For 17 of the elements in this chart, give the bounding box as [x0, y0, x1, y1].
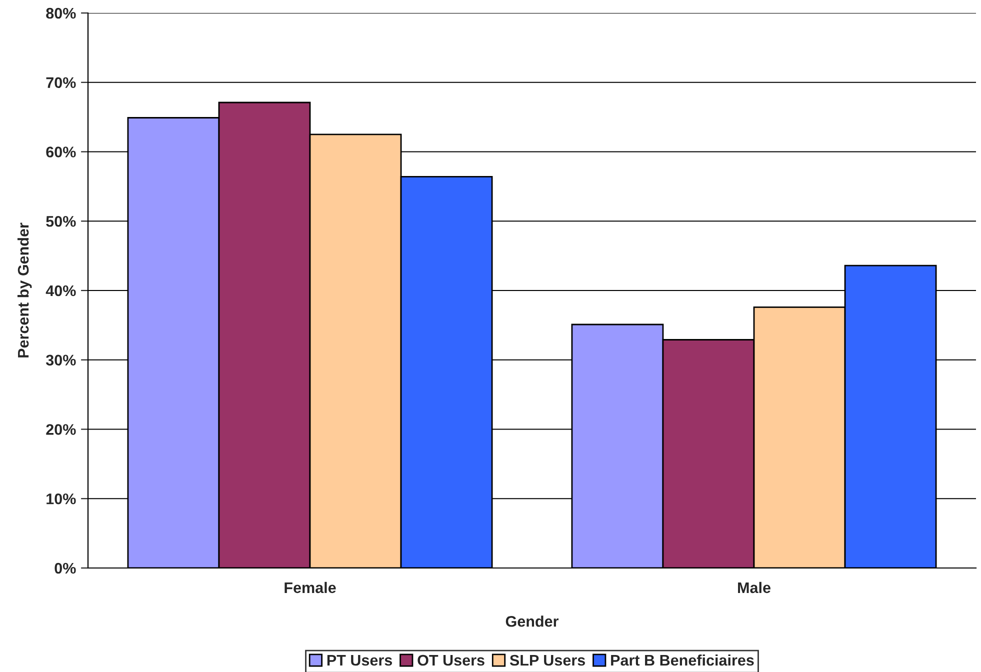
y-tick-label: 40% [46, 285, 76, 296]
y-tick-label: 50% [46, 216, 76, 227]
y-axis-title: Percent by Gender [17, 222, 32, 358]
y-tick-label: 70% [46, 77, 76, 88]
x-tick-label: Female [284, 582, 336, 594]
legend-label: Part B Beneficiaires [611, 654, 754, 666]
legend-label: SLP Users [510, 654, 585, 666]
y-tick-label: 80% [46, 8, 76, 19]
x-axis-title: Gender [506, 616, 559, 627]
y-tick-label: 30% [46, 354, 76, 366]
legend-label: OT Users [418, 654, 484, 666]
y-tick-label: 20% [46, 424, 76, 435]
y-tick-label: 10% [46, 493, 76, 504]
y-tick-label: 0% [54, 562, 76, 574]
x-tick-label: Male [738, 582, 770, 594]
y-tick-label: 60% [46, 146, 76, 158]
legend-label: PT Users [327, 655, 392, 666]
